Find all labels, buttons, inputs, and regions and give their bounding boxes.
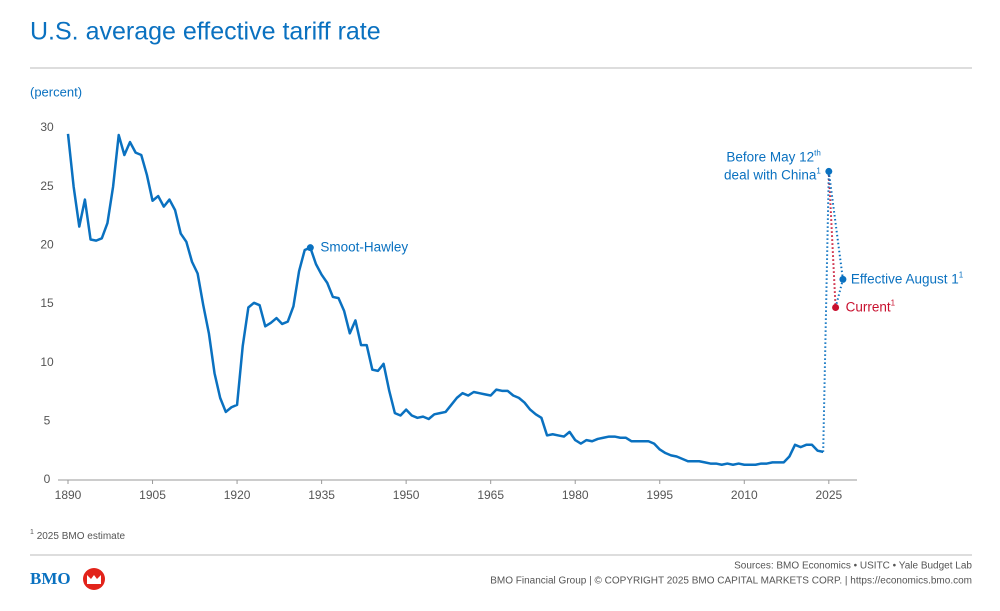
annotation-sup: 1 (959, 270, 964, 279)
annotation-point (825, 167, 833, 175)
annotation-label: Before May 12th (726, 148, 820, 164)
annotation-text: Smoot-Hawley (320, 239, 408, 254)
x-tick-label: 1980 (562, 488, 589, 502)
footnote-sup: 1 (30, 529, 34, 536)
annotation-point (306, 244, 314, 252)
annotation-label: deal with China1 (724, 166, 821, 182)
y-tick-label: 5 (44, 414, 51, 428)
y-axis-label: (percent) (30, 84, 82, 99)
y-tick-label: 10 (40, 355, 54, 369)
chart-title: U.S. average effective tariff rate (30, 18, 381, 46)
annotation-text: Effective August 1 (851, 271, 959, 286)
annotation-text: Before May 12 (726, 149, 814, 164)
footnote-text: 2025 BMO estimate (37, 531, 126, 542)
x-tick-label: 1965 (477, 488, 504, 502)
annotation-sup: th (814, 148, 821, 157)
x-tick-label: 1905 (139, 488, 166, 502)
y-tick-label: 0 (44, 472, 51, 486)
annotation-point (832, 304, 840, 312)
y-tick-label: 15 (40, 296, 54, 310)
x-tick-label: 2025 (815, 488, 842, 502)
x-tick-label: 1890 (55, 488, 82, 502)
x-tick-label: 1920 (224, 488, 251, 502)
annotation-label: Smoot-Hawley (320, 239, 408, 254)
annotation-sup: 1 (816, 166, 821, 175)
x-tick-label: 2010 (731, 488, 758, 502)
y-tick-label: 25 (40, 179, 54, 193)
copyright: BMO Financial Group | © COPYRIGHT 2025 B… (490, 576, 972, 587)
x-tick-label: 1935 (308, 488, 335, 502)
connector (834, 279, 844, 308)
connector (822, 171, 830, 452)
annotation-label: Effective August 11 (851, 270, 964, 286)
x-tick-label: 1950 (393, 488, 420, 502)
y-tick-label: 20 (40, 238, 54, 252)
sources: Sources: BMO Economics • USITC • Yale Bu… (734, 561, 972, 572)
x-tick-label: 1995 (646, 488, 673, 502)
logo-m (87, 575, 101, 584)
annotation-text: Current (846, 299, 891, 314)
footnote: 1 2025 BMO estimate (30, 529, 126, 541)
annotation-sup: 1 (891, 298, 896, 307)
y-tick-label: 30 (40, 120, 54, 134)
annotation-point (839, 275, 847, 283)
connector (827, 171, 837, 308)
annotation-label: Current1 (846, 298, 896, 314)
annotation-text: deal with China (724, 167, 817, 182)
connector (827, 171, 844, 280)
line-series (66, 133, 824, 466)
logo-text: BMO (30, 569, 71, 588)
